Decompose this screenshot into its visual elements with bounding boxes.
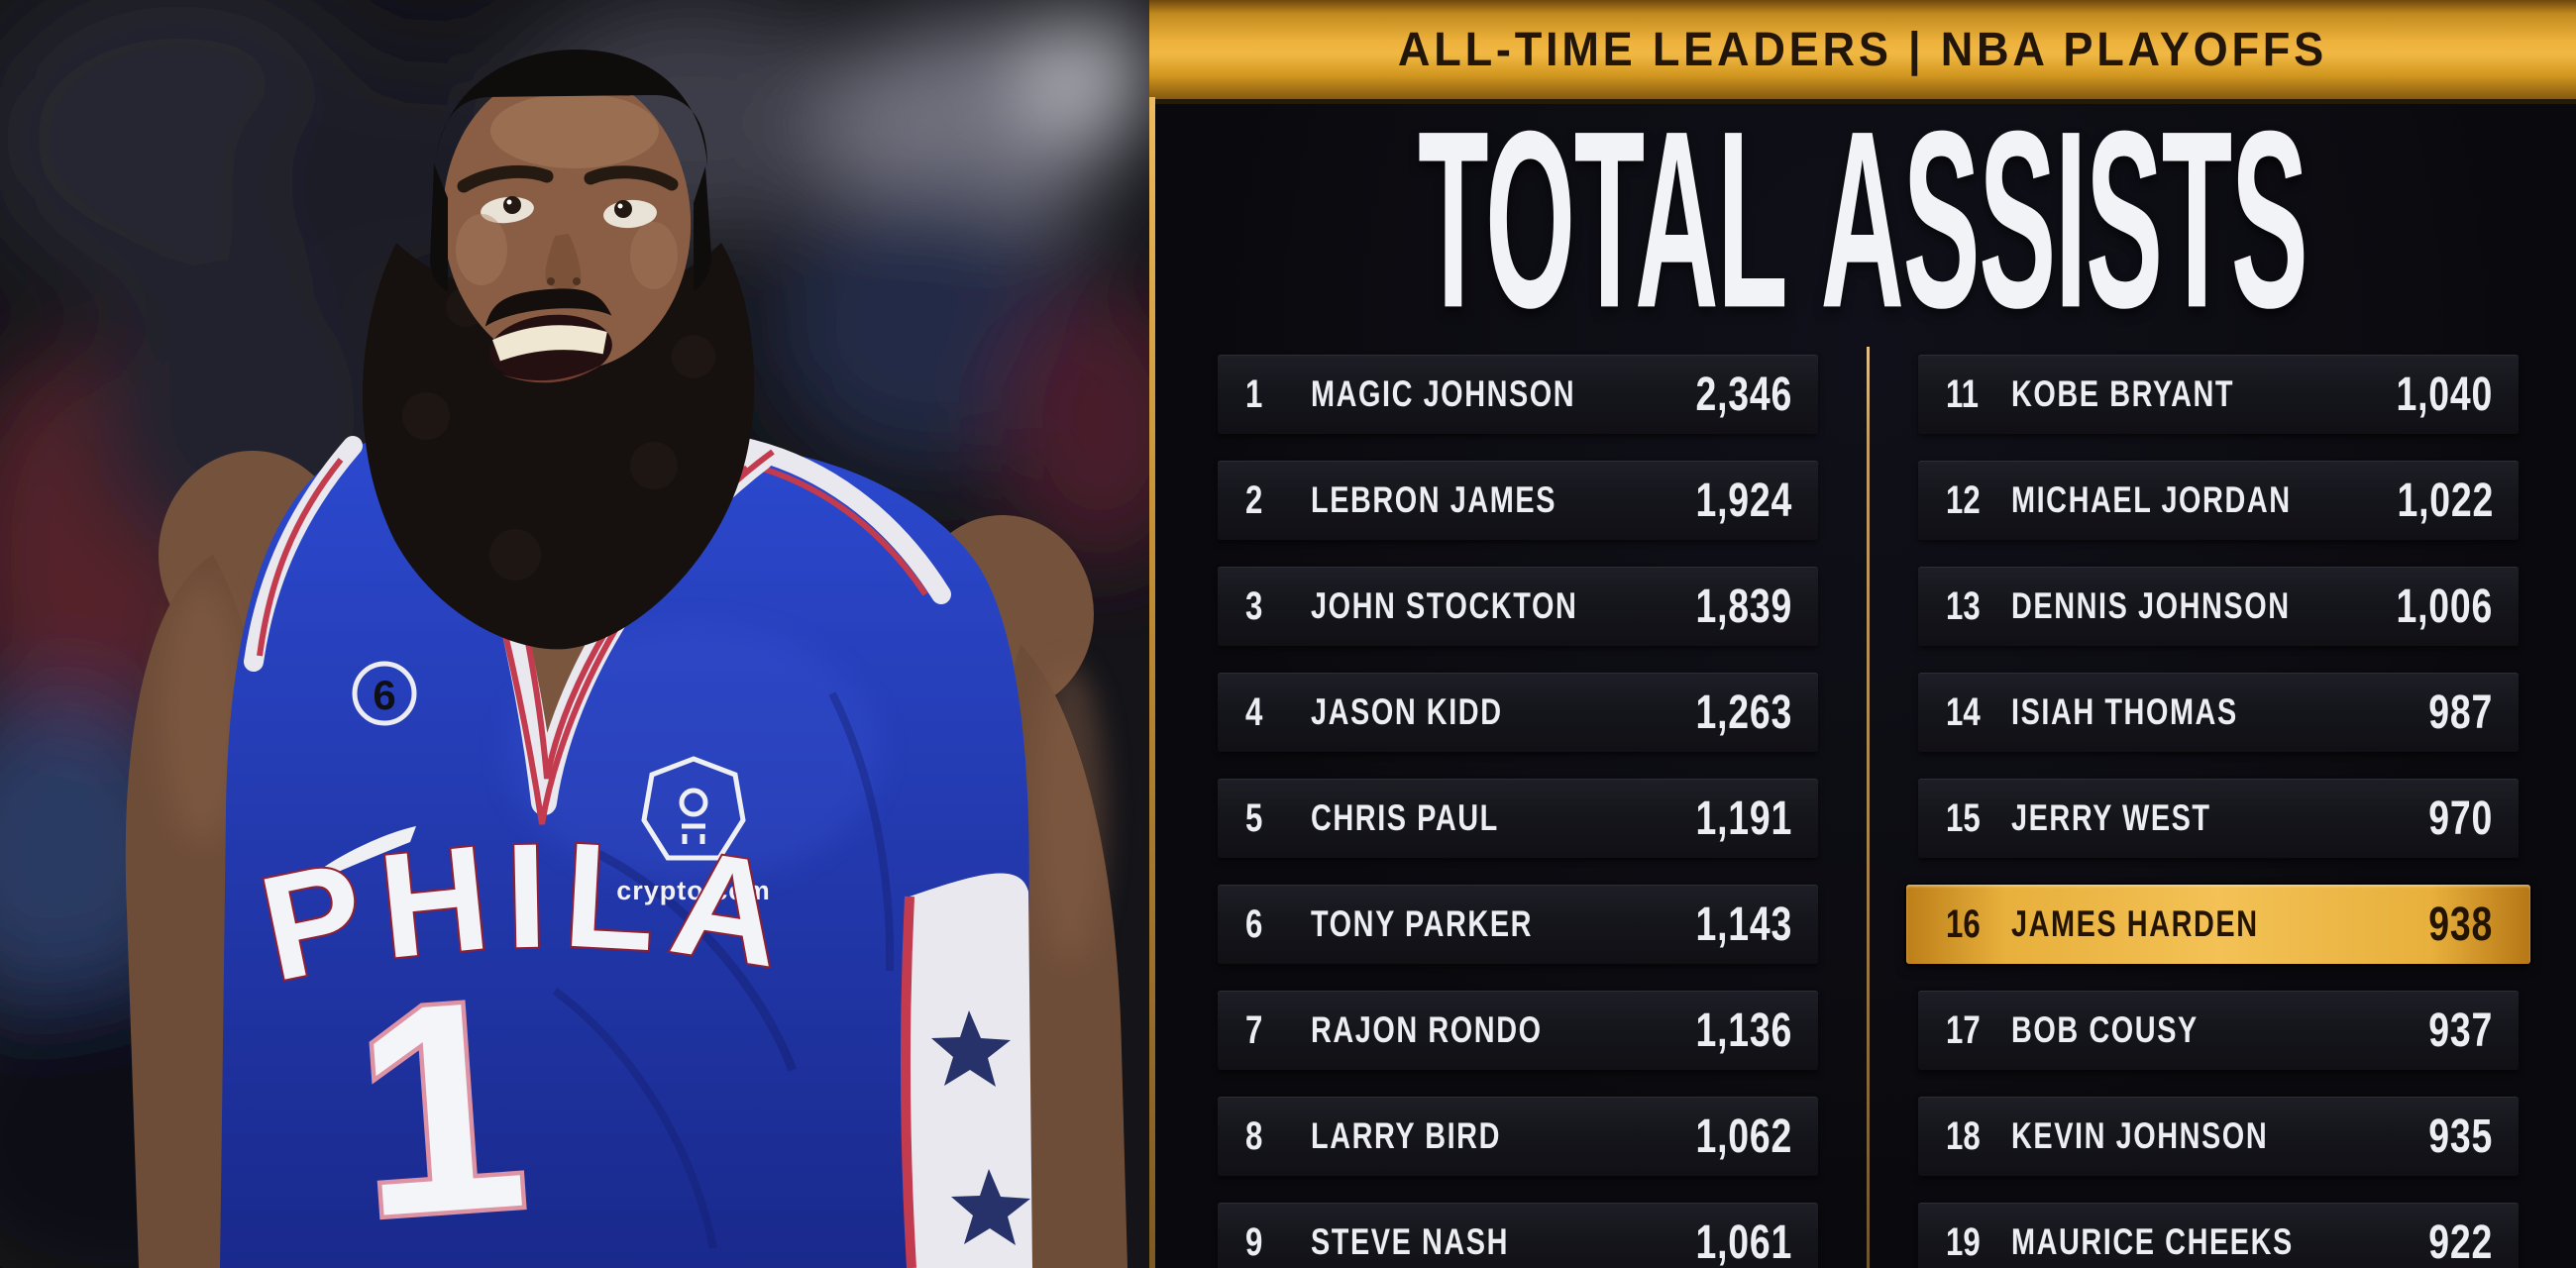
- player-assists-value: 1,062: [1695, 1110, 1792, 1163]
- leaderboard-row: 15 JERRY WEST 970: [1918, 779, 2519, 858]
- leaderboard-row: 3 JOHN STOCKTON 1,839: [1218, 567, 1818, 646]
- player-rank: 15: [1946, 795, 1981, 840]
- player-assists-value: 935: [2428, 1110, 2493, 1163]
- leaderboard-row: 16 JAMES HARDEN 938: [1906, 885, 2530, 964]
- player-rank: 6: [1245, 901, 1263, 946]
- leaderboard-row: 19 MAURICE CHEEKS 922: [1918, 1203, 2519, 1268]
- leaderboard-column-left: 1 MAGIC JOHNSON 2,346 2 LEBRON JAMES 1,9…: [1218, 355, 1818, 1268]
- player-hair: [430, 50, 711, 291]
- player-assists-value: 1,191: [1695, 792, 1792, 845]
- player-name: JAMES HARDEN: [2011, 903, 2259, 944]
- nike-swoosh-icon: [323, 826, 416, 876]
- player-name: JASON KIDD: [1311, 691, 1503, 732]
- player-name: JERRY WEST: [2011, 797, 2211, 838]
- jersey-patch: 6: [352, 661, 417, 726]
- player-rank: 16: [1946, 901, 1981, 946]
- leaderboard-row: 14 ISIAH THOMAS 987: [1918, 673, 2519, 752]
- banner-label: ALL-TIME LEADERS | NBA PLAYOFFS: [1397, 23, 2328, 76]
- leaderboard-row: 1 MAGIC JOHNSON 2,346: [1218, 355, 1818, 434]
- player-name: KOBE BRYANT: [2011, 373, 2235, 414]
- crypto-shield-icon: [641, 756, 746, 861]
- leaderboard-row: 5 CHRIS PAUL 1,191: [1218, 779, 1818, 858]
- banner: ALL-TIME LEADERS | NBA PLAYOFFS: [1149, 0, 2576, 104]
- player-name: MAGIC JOHNSON: [1311, 373, 1576, 414]
- player-assists-value: 1,022: [2397, 474, 2495, 527]
- player-name: CHRIS PAUL: [1311, 797, 1499, 838]
- jersey-side-panel: [901, 873, 1032, 1268]
- player-rank: 2: [1245, 477, 1263, 522]
- player-assists-value: 1,143: [1695, 898, 1792, 951]
- player-face: [430, 50, 711, 383]
- leaderboard-row: 7 RAJON RONDO 1,136: [1218, 991, 1818, 1070]
- player-assists-value: 1,006: [2396, 580, 2494, 633]
- leaderboard-row: 9 STEVE NASH 1,061: [1218, 1203, 1818, 1268]
- panel-left-accent: [1149, 97, 1155, 1268]
- player-assists-value: 970: [2428, 792, 2493, 845]
- player-name: ISIAH THOMAS: [2011, 691, 2238, 732]
- player-assists-value: 1,839: [1695, 580, 1792, 633]
- player-assists-value: 2,346: [1695, 368, 1792, 421]
- leaderboard-row: 11 KOBE BRYANT 1,040: [1918, 355, 2519, 434]
- player-name: LEBRON JAMES: [1311, 479, 1557, 520]
- player-name: LARRY BIRD: [1311, 1115, 1501, 1156]
- player-rank: 4: [1245, 689, 1263, 734]
- player-assists-value: 937: [2428, 1004, 2493, 1057]
- leaderboard-row: 18 KEVIN JOHNSON 935: [1918, 1097, 2519, 1176]
- player-name: TONY PARKER: [1311, 903, 1534, 944]
- leaderboard-row: 2 LEBRON JAMES 1,924: [1218, 461, 1818, 540]
- player-name: DENNIS JOHNSON: [2011, 585, 2291, 626]
- player-assists-value: 1,136: [1695, 1004, 1792, 1057]
- player-rank: 17: [1946, 1007, 1981, 1052]
- player-rank: 3: [1245, 583, 1263, 628]
- player-rank: 8: [1245, 1113, 1263, 1158]
- leaderboard-row: 12 MICHAEL JORDAN 1,022: [1918, 461, 2519, 540]
- player-assists-value: 922: [2428, 1215, 2493, 1268]
- player-name: STEVE NASH: [1311, 1221, 1510, 1262]
- player-mouth: [484, 288, 612, 383]
- player-rank: 5: [1245, 795, 1263, 840]
- player-name: KEVIN JOHNSON: [2011, 1115, 2269, 1156]
- player-jersey: 6 crypto.com PHILA 1: [220, 425, 1032, 1268]
- player-rank: 14: [1946, 689, 1981, 734]
- player-rank: 1: [1245, 371, 1263, 416]
- leaderboard-column-right: 11 KOBE BRYANT 1,040 12 MICHAEL JORDAN 1…: [1906, 355, 2530, 1268]
- star-icon: [951, 1169, 1030, 1245]
- player-assists-value: 1,263: [1695, 686, 1792, 739]
- player-name: MAURICE CHEEKS: [2011, 1221, 2294, 1262]
- player-rank: 9: [1245, 1219, 1263, 1264]
- player-name: JOHN STOCKTON: [1311, 585, 1578, 626]
- leaderboard-row: 6 TONY PARKER 1,143: [1218, 885, 1818, 964]
- player-beard: [362, 243, 755, 650]
- player-rank: 11: [1946, 371, 1979, 416]
- player-photo: 6 crypto.com PHILA 1: [0, 0, 1149, 1268]
- star-icon: [931, 1010, 1011, 1087]
- column-divider: [1867, 347, 1870, 1268]
- jersey-patch-number: 6: [373, 672, 395, 718]
- player-rank: 12: [1946, 477, 1981, 522]
- leaderboard-panel: ALL-TIME LEADERS | NBA PLAYOFFS TOTAL AS…: [1149, 0, 2576, 1268]
- jersey-number: 1: [347, 936, 535, 1268]
- player-name: RAJON RONDO: [1311, 1009, 1543, 1050]
- player-name: BOB COUSY: [2011, 1009, 2199, 1050]
- player-assists-value: 1,061: [1695, 1215, 1792, 1268]
- player-rank: 19: [1946, 1219, 1981, 1264]
- page-title: TOTAL ASSISTS: [1418, 78, 2308, 362]
- player-assists-value: 1,924: [1695, 474, 1792, 527]
- leaderboard-row: 8 LARRY BIRD 1,062: [1218, 1097, 1818, 1176]
- crypto-sponsor-text: crypto.com: [616, 876, 771, 905]
- player-assists-value: 987: [2428, 686, 2493, 739]
- player-name: MICHAEL JORDAN: [2011, 479, 2292, 520]
- player-rank: 7: [1245, 1007, 1263, 1052]
- player-rank: 18: [1946, 1113, 1981, 1158]
- leaderboard-row: 17 BOB COUSY 937: [1918, 991, 2519, 1070]
- player-assists-value: 938: [2428, 898, 2493, 951]
- player-assists-value: 1,040: [2396, 368, 2493, 421]
- leaderboard-row: 4 JASON KIDD 1,263: [1218, 673, 1818, 752]
- leaderboard-row: 13 DENNIS JOHNSON 1,006: [1918, 567, 2519, 646]
- player-rank: 13: [1946, 583, 1981, 628]
